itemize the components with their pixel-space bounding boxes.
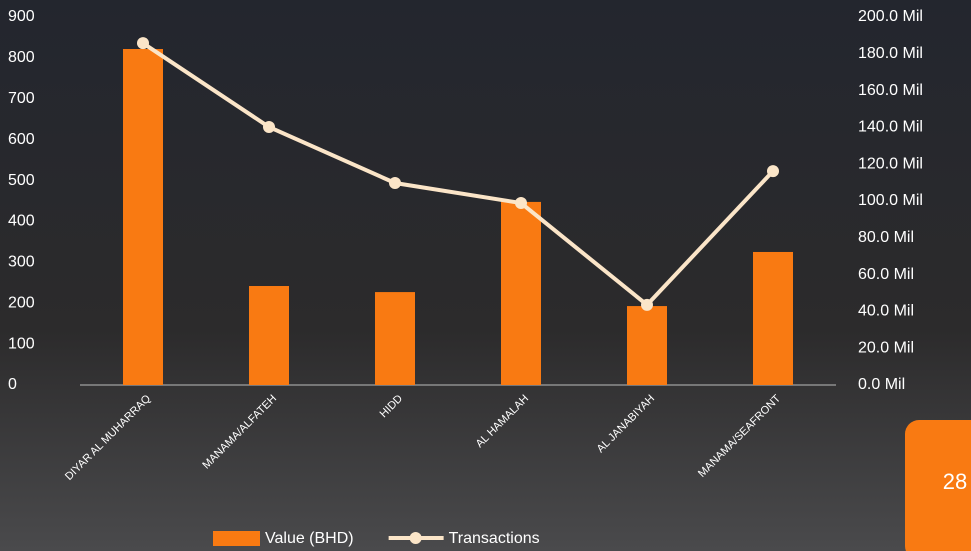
y2-tick-label: 140.0 Mil [858, 119, 923, 136]
y-tick-label: 900 [8, 8, 35, 25]
y2-tick-label: 200.0 Mil [858, 8, 923, 25]
y2-tick-label: 40.0 Mil [858, 303, 914, 320]
y2-tick-label: 80.0 Mil [858, 229, 914, 246]
y2-tick-label: 100.0 Mil [858, 192, 923, 209]
y-tick-label: 800 [8, 49, 35, 66]
bar [627, 306, 667, 385]
chart: 28 0 100 200 300 400 500 600 700 800 900 0.0 Mil 20… [0, 0, 971, 551]
line-marker [641, 299, 653, 311]
legend-label: Value (BHD) [265, 530, 354, 547]
bar [249, 286, 289, 385]
bar [753, 252, 793, 385]
line-marker [515, 197, 527, 209]
page-number: 28 [943, 469, 967, 494]
line-marker [137, 37, 149, 49]
line-marker [389, 177, 401, 189]
y-tick-label: 100 [8, 335, 35, 352]
y-tick-label: 400 [8, 213, 35, 230]
y2-tick-label: 180.0 Mil [858, 45, 923, 62]
y2-tick-label: 160.0 Mil [858, 82, 923, 99]
y2-tick-label: 0.0 Mil [858, 376, 905, 393]
legend-swatch [213, 531, 260, 546]
y2-tick-label: 60.0 Mil [858, 266, 914, 283]
y-tick-label: 0 [8, 376, 17, 393]
y-tick-label: 700 [8, 90, 35, 107]
line-marker [263, 121, 275, 133]
legend-label: Transactions [449, 530, 540, 547]
bar [123, 49, 163, 385]
y-tick-label: 500 [8, 172, 35, 189]
legend-swatch [410, 532, 422, 544]
bar [375, 292, 415, 385]
y2-tick-label: 20.0 Mil [858, 339, 914, 356]
y2-tick-label: 120.0 Mil [858, 155, 923, 172]
line-marker [767, 165, 779, 177]
bar [501, 202, 541, 385]
y-tick-label: 300 [8, 254, 35, 271]
y-tick-label: 200 [8, 294, 35, 311]
y-tick-label: 600 [8, 131, 35, 148]
